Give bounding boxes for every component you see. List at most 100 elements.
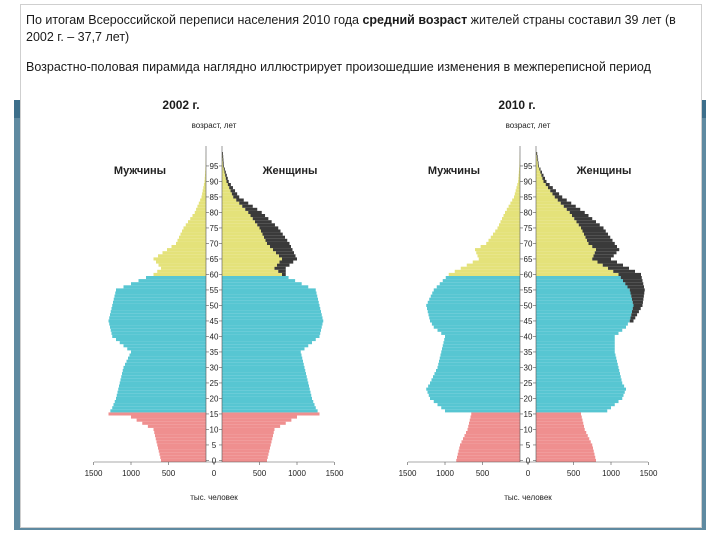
female-bar [222, 251, 276, 255]
male-bar [160, 455, 206, 459]
male-bar [461, 440, 520, 444]
female-bar [222, 350, 301, 354]
male-bar [167, 248, 206, 252]
male-bar [431, 322, 520, 326]
female-bar [536, 263, 603, 267]
male-bar [505, 210, 520, 214]
female-bar [222, 372, 306, 376]
female-excess-bar [242, 204, 253, 208]
female-bar [222, 400, 314, 404]
male-bar [486, 241, 520, 245]
female-bar [536, 285, 628, 289]
female-bar [536, 322, 628, 326]
female-bar [536, 347, 615, 351]
female-excess-bar [629, 288, 645, 292]
male-bar [457, 455, 520, 459]
female-excess-bar [536, 155, 538, 159]
female-excess-bar [563, 204, 576, 208]
age-tick-label: 45 [524, 317, 533, 326]
female-bar [536, 238, 587, 242]
female-excess-bar [536, 152, 538, 156]
male-bar [128, 356, 206, 360]
female-bar [536, 291, 631, 295]
female-bar [536, 328, 623, 332]
age-tick-label: 10 [210, 425, 219, 434]
x-tick-label: 1000 [436, 469, 454, 478]
female-bar [536, 406, 611, 410]
female-bar [536, 390, 625, 394]
female-bar [222, 201, 240, 205]
male-bar [466, 431, 520, 435]
female-bar [536, 455, 596, 459]
female-bar [222, 238, 266, 242]
male-bar [442, 344, 520, 348]
female-bar [222, 214, 251, 218]
female-excess-bar [267, 241, 290, 245]
male-bar [153, 257, 206, 261]
age-tick-label: 95 [524, 162, 533, 171]
female-bar [536, 431, 587, 435]
female-bar [222, 393, 312, 397]
female-excess-bar [632, 300, 643, 304]
female-bar [536, 421, 584, 425]
male-bar [500, 220, 520, 224]
x-axis-label: тыс. человек [190, 493, 238, 502]
female-excess-bar [265, 238, 288, 242]
female-bar [222, 331, 321, 335]
female-bar [222, 338, 316, 342]
age-tick-label: 80 [524, 208, 533, 217]
male-bar [198, 201, 206, 205]
female-bar [222, 412, 320, 416]
male-bar [469, 421, 520, 425]
male-bar [154, 431, 206, 435]
female-bar [222, 356, 303, 360]
female-bar [222, 434, 273, 438]
female-bar [222, 396, 312, 400]
male-bar [441, 350, 520, 354]
male-bar [155, 437, 206, 441]
female-bar [222, 424, 281, 428]
age-tick-label: 30 [524, 363, 533, 372]
male-bar [158, 263, 206, 267]
female-excess-bar [584, 232, 608, 236]
male-bar [110, 310, 206, 314]
male-bar [180, 232, 206, 236]
female-bar [536, 226, 581, 230]
female-excess-bar [597, 260, 617, 264]
age-tick-label: 90 [524, 177, 533, 186]
male-bar [457, 452, 520, 456]
female-bar [536, 458, 596, 462]
male-bar [123, 344, 206, 348]
female-bar [536, 207, 567, 211]
female-bar [222, 307, 321, 311]
female-bar [222, 189, 231, 193]
female-excess-bar [572, 214, 589, 218]
male-bar [477, 254, 520, 258]
male-bar [114, 294, 206, 298]
age-tick-label: 30 [210, 363, 219, 372]
female-excess-bar [587, 238, 613, 242]
female-excess-bar [245, 207, 258, 211]
female-bar [536, 409, 608, 413]
female-bar [536, 167, 540, 171]
female-bar [222, 334, 320, 338]
male-bar [113, 300, 206, 304]
female-bar [536, 260, 598, 264]
female-bar [536, 418, 583, 422]
male-bar [197, 204, 206, 208]
male-bar [109, 322, 206, 326]
female-bar [222, 362, 304, 366]
panel-title-2010: 2010 г. [498, 98, 536, 112]
female-bar [536, 217, 575, 221]
female-bar [536, 235, 586, 239]
pyramid-panel-2002: 2002 г. возраст, лет тыс. человек Мужчин… [84, 98, 346, 506]
male-bar [161, 458, 206, 462]
male-bar [201, 195, 206, 199]
male-bar [153, 427, 206, 431]
female-excess-bar [588, 241, 615, 245]
female-bar [222, 415, 297, 419]
male-bar [433, 288, 520, 292]
female-excess-bar [541, 173, 544, 177]
female-bar [222, 263, 277, 267]
female-bar [222, 235, 264, 239]
